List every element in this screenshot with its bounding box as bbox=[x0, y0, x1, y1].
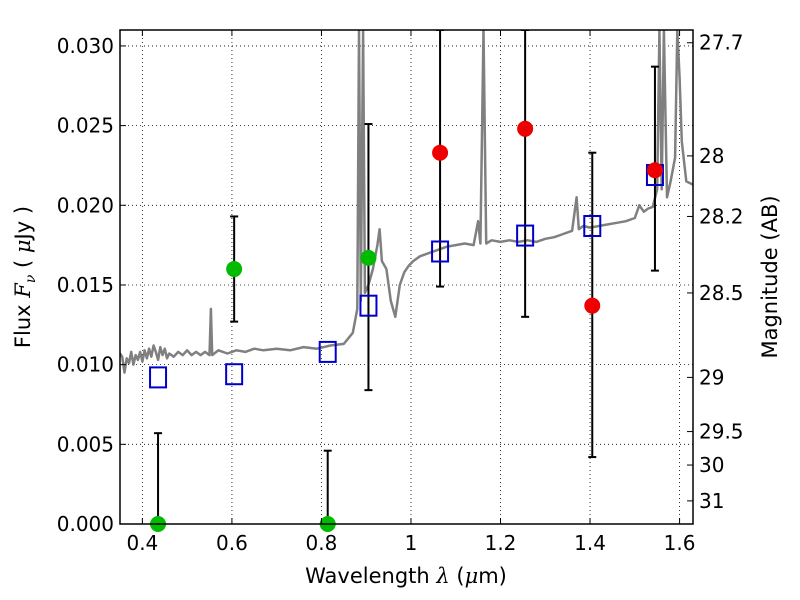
ticks: 0.4 0.6 0.8 1 1.2 1.4 1.6 0.000 0.005 0.010 0.015 0… bbox=[57, 30, 744, 555]
y-tick-label: 0.000 bbox=[57, 512, 114, 536]
y-tick-label: 0.010 bbox=[57, 353, 114, 377]
y-axis-title-nu: ν bbox=[23, 274, 39, 283]
x-axis-title-open: ( bbox=[450, 564, 465, 588]
y-axis-title-open: ( bbox=[11, 253, 35, 275]
plot-background bbox=[120, 30, 693, 524]
x-axis-title-lambda: λ bbox=[435, 564, 449, 588]
x-tick-label: 0.6 bbox=[216, 531, 248, 555]
x-axis-title: Wavelength λ (μm) bbox=[305, 564, 507, 588]
x-axis-title-word: Wavelength bbox=[305, 564, 436, 588]
x-tick-label: 0.4 bbox=[126, 531, 158, 555]
model-flux-square bbox=[431, 240, 450, 263]
x-tick-label: 0.8 bbox=[306, 531, 338, 555]
y-axis-title-f: F bbox=[11, 282, 35, 299]
model-flux-square bbox=[359, 294, 378, 317]
model-flux-square bbox=[318, 340, 337, 363]
y-axis-title: Flux Fν ( μJy ) bbox=[11, 206, 39, 348]
x-tick-label: 1.4 bbox=[574, 531, 606, 555]
model-flux-square bbox=[149, 366, 168, 389]
y2-tick-label: 29.5 bbox=[699, 420, 744, 444]
model-spectrum-line bbox=[120, 30, 693, 374]
y2-tick-label: 31 bbox=[699, 489, 724, 513]
y2-tick-label: 28.5 bbox=[699, 281, 744, 305]
y-tick-label: 0.020 bbox=[57, 193, 114, 217]
y-tick-label: 0.015 bbox=[57, 273, 114, 297]
y-axis-title-mu: μ bbox=[11, 239, 35, 253]
x-tick-label: 1.2 bbox=[485, 531, 517, 555]
y2-tick-label: 29 bbox=[699, 365, 724, 389]
y2-tick-label: 28 bbox=[699, 144, 724, 168]
ir-flux-point bbox=[584, 297, 601, 314]
y2-tick-label: 27.7 bbox=[699, 31, 744, 55]
y-tick-label: 0.030 bbox=[57, 34, 114, 58]
x-axis-title-mu: μ bbox=[465, 564, 479, 588]
model-flux-square bbox=[583, 215, 602, 238]
ir-flux-point bbox=[517, 120, 534, 137]
model-flux-square bbox=[225, 363, 244, 386]
x-axis-title-unit: m) bbox=[478, 564, 507, 588]
optical-flux-point bbox=[360, 249, 377, 266]
y-tick-label: 0.005 bbox=[57, 432, 114, 456]
ir-flux-point bbox=[432, 144, 449, 161]
optical-flux-point bbox=[226, 261, 243, 278]
y2-tick-label: 30 bbox=[699, 453, 724, 477]
model-spectrum-layer bbox=[120, 30, 693, 374]
y-axis-title-unit: Jy ) bbox=[11, 206, 35, 242]
y2-tick-label: 28.2 bbox=[699, 204, 744, 228]
ir-flux-point bbox=[646, 162, 663, 179]
plot-frame bbox=[119, 29, 694, 525]
y-axis-title-word: Flux bbox=[11, 298, 35, 348]
y-tick-label: 0.025 bbox=[57, 114, 114, 138]
x-tick-label: 1.6 bbox=[664, 531, 696, 555]
x-tick-label: 1 bbox=[405, 531, 418, 555]
secondary-y-axis-title: Magnitude (AB) bbox=[758, 195, 782, 358]
model-flux-square bbox=[516, 224, 535, 247]
